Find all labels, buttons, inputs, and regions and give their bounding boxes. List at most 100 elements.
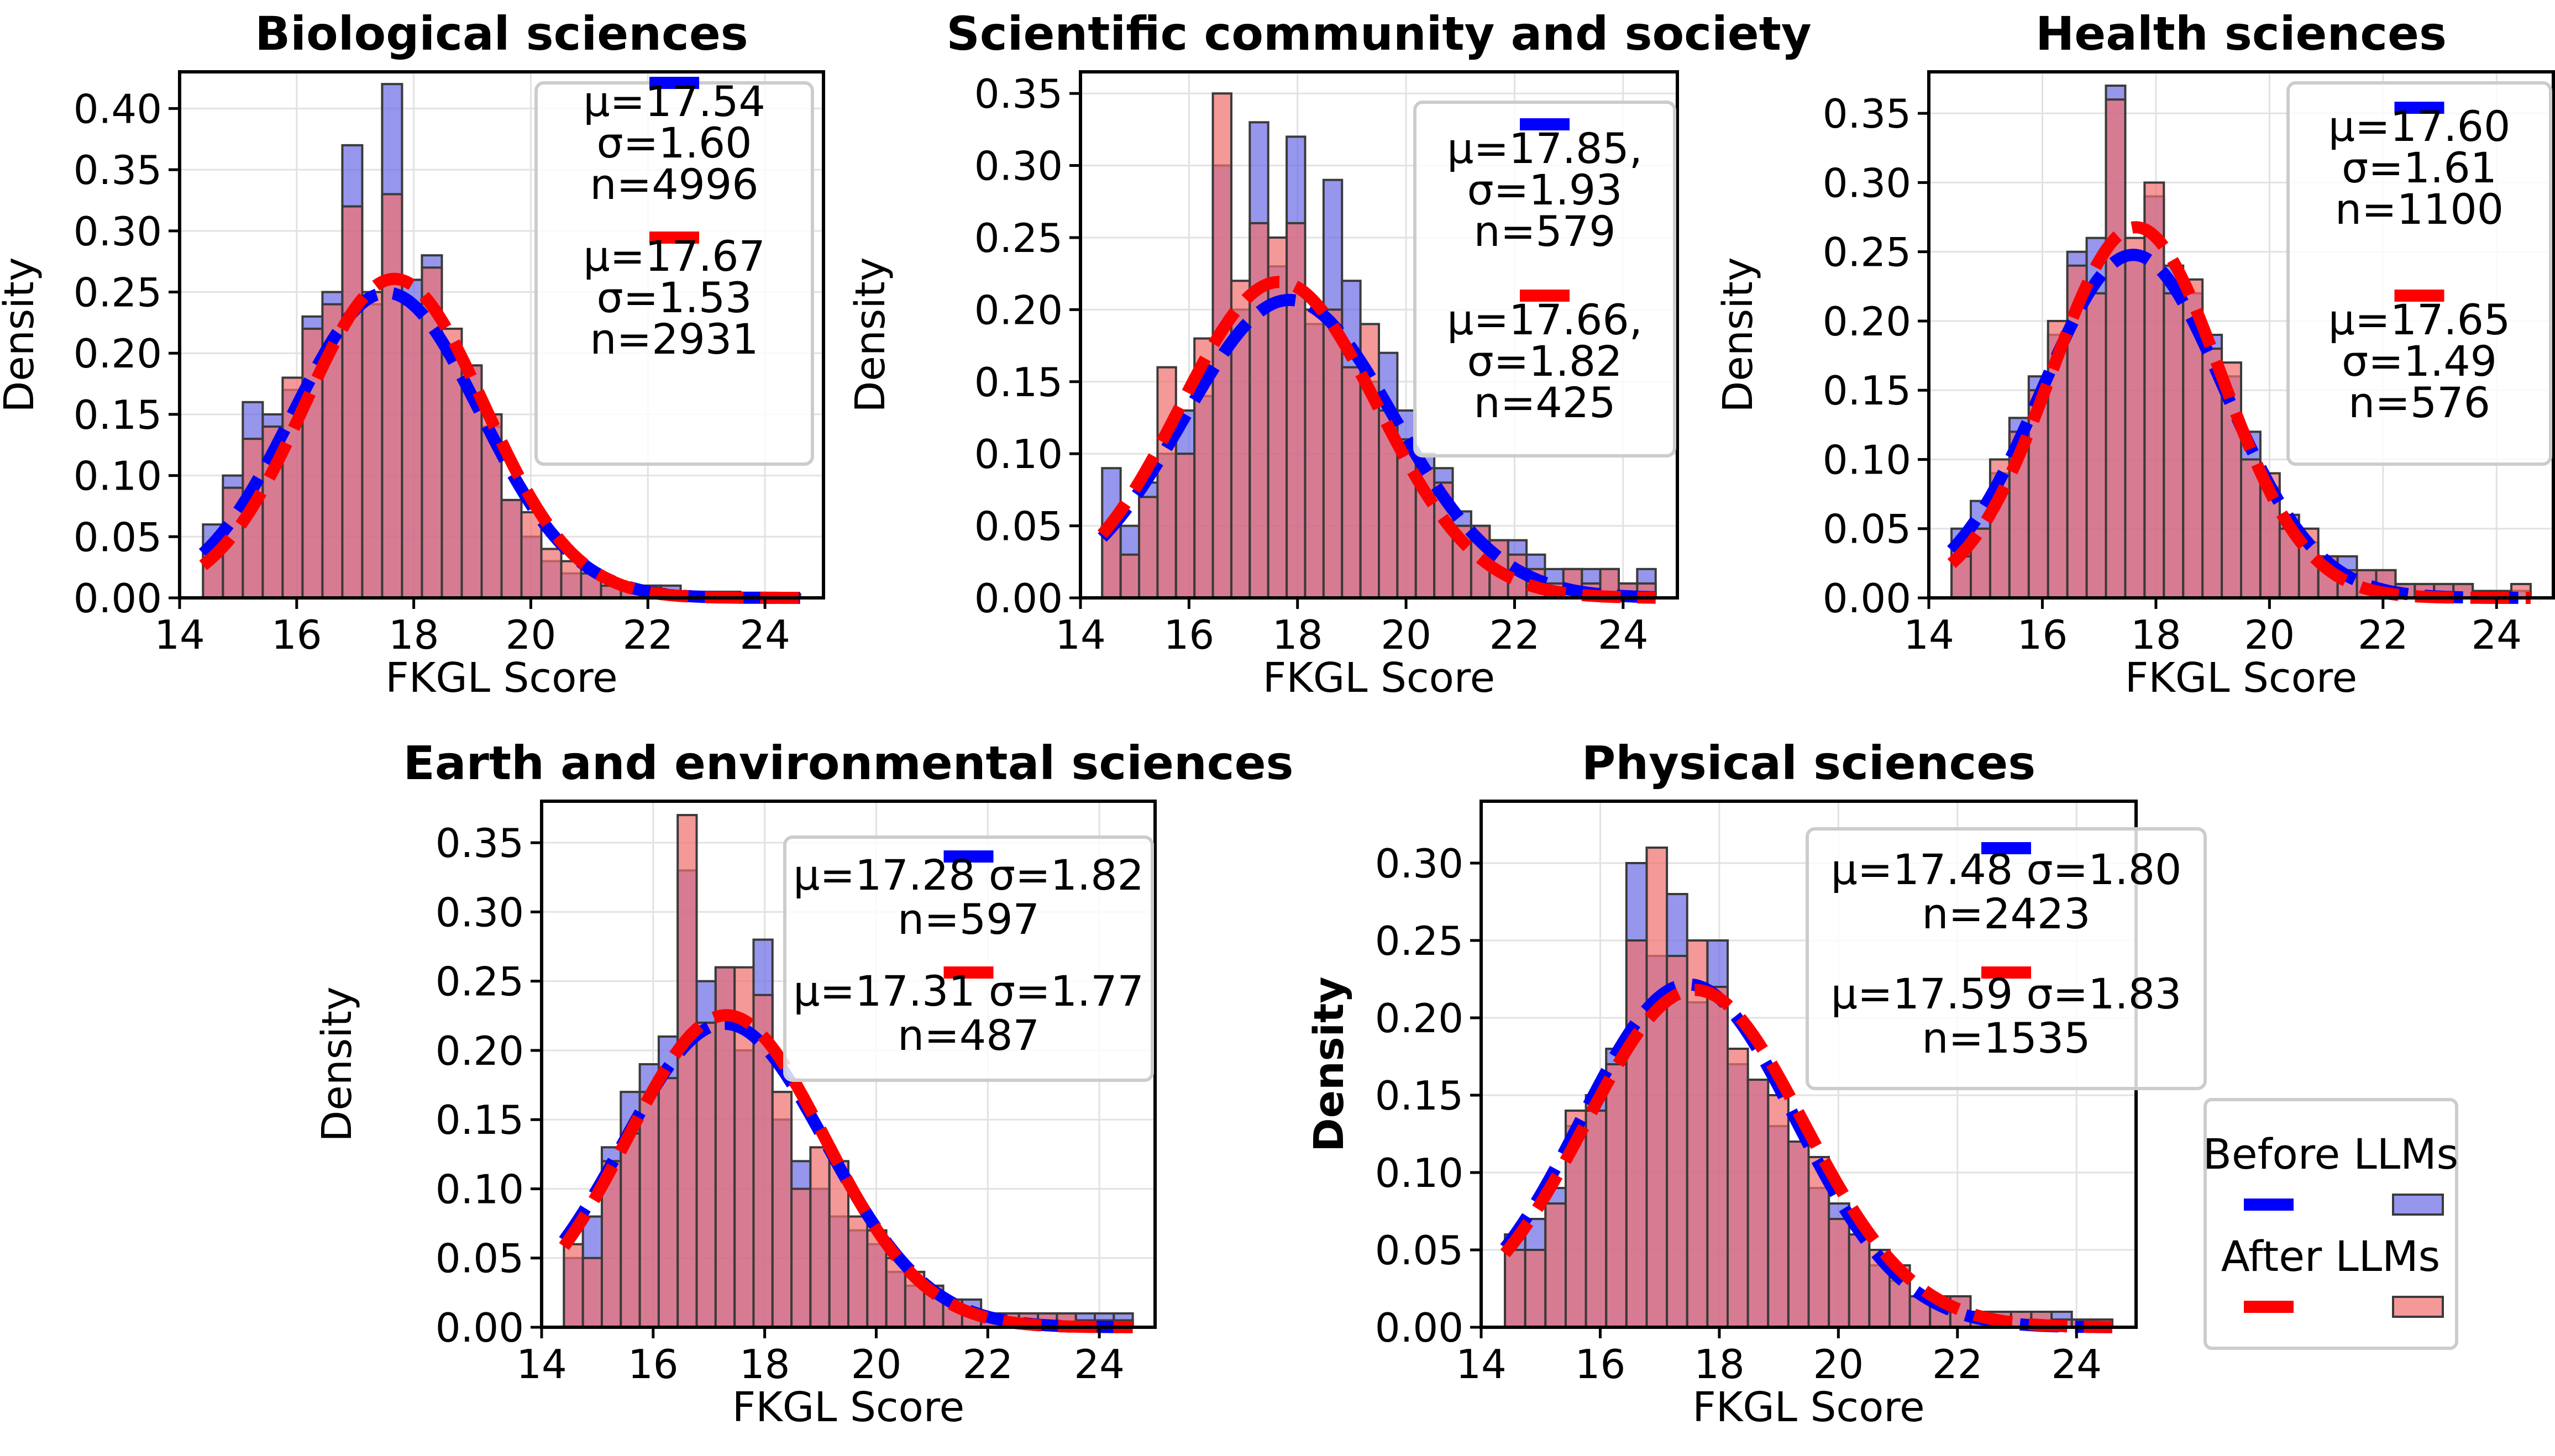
bar-after-4 — [638, 1091, 660, 1328]
bar-after-10 — [1706, 986, 1729, 1328]
y-tick-label: 0.20 — [436, 1028, 524, 1074]
legend-stat-text: μ=17.67 — [583, 232, 765, 281]
fit-curve-after — [1097, 276, 1656, 604]
legend-stat-text: μ=17.31 σ=1.77 — [793, 966, 1144, 1016]
stats-legend: μ=17.48 σ=1.80n=2423 μ=17.59 σ=1.83n=1535 — [1806, 827, 2207, 1090]
y-tick-label: 0.20 — [74, 330, 162, 377]
bar-after-7 — [1645, 847, 1669, 1328]
x-tick-label: 24 — [1598, 612, 1649, 658]
x-tick-label: 22 — [1489, 612, 1540, 658]
legend-stat-text: μ=17.48 σ=1.80 — [1831, 845, 2182, 894]
legend-stat-text: n=2423 — [1922, 889, 2090, 938]
x-tick-label: 16 — [271, 612, 322, 658]
legend-stat-text: n=487 — [898, 1011, 1040, 1060]
y-tick-label: 0.10 — [1823, 437, 1911, 483]
bar-after-6 — [1625, 939, 1648, 1328]
plot-frame — [540, 800, 1157, 1329]
y-tick-label: 0.15 — [974, 359, 1063, 406]
y-tick-label: 0.05 — [1375, 1227, 1463, 1274]
legend-stat-text: σ=1.93 — [1467, 165, 1622, 214]
y-tick-label: 0.30 — [1823, 160, 1911, 206]
legend-stat-text: μ=17.66, — [1447, 295, 1643, 344]
legend-stat-text: n=576 — [2348, 378, 2490, 427]
plot-frame — [1079, 70, 1679, 600]
y-tick-label: 0.10 — [436, 1166, 524, 1212]
y-tick-label: 0.40 — [74, 86, 162, 132]
bar-after-9 — [381, 193, 403, 600]
legend-patch-after — [2392, 1296, 2444, 1318]
legend-box — [1806, 827, 2207, 1090]
fit-curve-before — [1500, 978, 2113, 1333]
x-tick-label: 20 — [506, 612, 557, 658]
legend-stat-text: σ=1.49 — [2342, 337, 2497, 386]
bar-after-13 — [1341, 366, 1362, 599]
x-tick-label: 18 — [739, 1341, 790, 1387]
fit-curve-after — [1500, 984, 2112, 1333]
bar-after-15 — [847, 1215, 869, 1328]
bar-after-4 — [1174, 453, 1196, 600]
legend-stat-text: n=579 — [1474, 207, 1616, 256]
x-tick-label: 14 — [516, 1341, 567, 1387]
bar-after-0 — [1504, 1249, 1526, 1328]
bar-after-15 — [2240, 458, 2262, 600]
y-tick-label: 0.10 — [974, 431, 1063, 477]
x-tick-label: 16 — [1575, 1341, 1626, 1387]
legend-stat-text: σ=1.53 — [596, 273, 752, 322]
bar-after-9 — [2124, 236, 2146, 599]
bar-after-8 — [1666, 955, 1688, 1328]
bar-after-1 — [1524, 1249, 1547, 1328]
y-tick-label: 0.30 — [1375, 840, 1463, 887]
y-tick-label: 0.15 — [1823, 367, 1911, 414]
x-tick-label: 14 — [1055, 612, 1106, 658]
x-tick-label: 18 — [2131, 612, 2181, 658]
x-tick-label: 18 — [1272, 612, 1323, 658]
chart-title: Biological sciences — [255, 7, 748, 61]
legend-box — [783, 835, 1154, 1082]
x-tick-label: 24 — [1074, 1341, 1125, 1387]
legend-stat-text: μ=17.85, — [1447, 124, 1643, 173]
bar-after-13 — [809, 1146, 831, 1328]
plot-frame — [1927, 70, 2555, 600]
bar-after-7 — [341, 205, 364, 599]
bar-after-2 — [1138, 496, 1159, 600]
bar-after-11 — [1726, 1048, 1749, 1328]
chart-title: Scientific community and society — [946, 7, 1811, 61]
y-tick-label: 0.20 — [1823, 298, 1911, 345]
bar-after-4 — [1585, 1110, 1608, 1328]
y-tick-label: 0.10 — [74, 453, 162, 500]
bar-after-8 — [361, 291, 384, 599]
x-tick-label: 22 — [962, 1341, 1013, 1387]
bar-after-1 — [581, 1257, 603, 1328]
bar-after-12 — [790, 1187, 812, 1328]
y-tick-label: 0.10 — [1375, 1150, 1463, 1196]
y-axis-label: Density — [1305, 976, 1353, 1152]
x-tick-label: 14 — [1903, 612, 1954, 658]
bar-after-10 — [401, 303, 423, 599]
legend-stat-text: σ=1.60 — [596, 118, 752, 167]
x-tick-label: 20 — [1813, 1341, 1864, 1387]
y-tick-label: 0.25 — [1823, 229, 1911, 276]
legend-stat-text: μ=17.65 — [2328, 295, 2511, 344]
legend-label-before: Before LLMs — [2203, 1129, 2459, 1179]
bar-after-3 — [1156, 366, 1177, 599]
legend-stat-text: σ=1.61 — [2342, 143, 2497, 192]
bar-after-7 — [695, 1021, 717, 1329]
y-axis-label: Density — [847, 257, 894, 412]
figure-legend-box — [2204, 1098, 2458, 1350]
bar-after-16 — [1396, 438, 1417, 599]
y-tick-label: 0.25 — [1375, 918, 1463, 964]
y-axis-label: Density — [0, 257, 43, 412]
y-tick-label: 0.00 — [1375, 1305, 1463, 1351]
y-tick-label: 0.25 — [74, 270, 162, 316]
y-tick-label: 0.30 — [436, 889, 524, 935]
chart-panel-1: 14 16 18 20 22 24 0.00 0.05 0.10 0.15 0.20 0.25 0.30… — [0, 7, 825, 702]
x-axis-label: FKGL Score — [1692, 1384, 1924, 1431]
x-tick-label: 24 — [2471, 612, 2522, 658]
bar-after-0 — [563, 1243, 584, 1329]
y-tick-label: 0.35 — [1823, 91, 1911, 137]
plot-frame — [178, 70, 825, 600]
x-tick-label: 16 — [2017, 612, 2068, 658]
bar-after-17 — [1848, 1233, 1871, 1328]
y-tick-label: 0.00 — [1823, 575, 1911, 622]
